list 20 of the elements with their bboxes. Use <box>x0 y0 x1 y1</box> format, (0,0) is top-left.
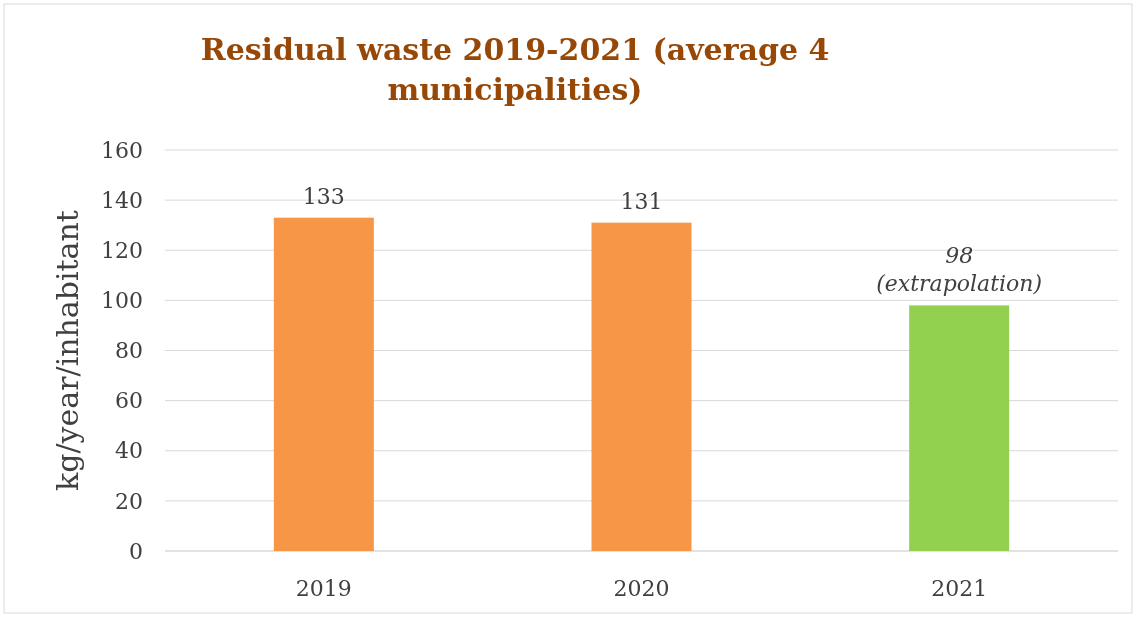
y-axis-title: kg/year/inhabitant <box>50 210 85 491</box>
y-tick-label: 160 <box>101 137 143 163</box>
y-tick-label: 140 <box>101 187 143 213</box>
bar <box>273 217 374 551</box>
x-tick-label: 2021 <box>931 576 988 601</box>
bar <box>591 222 692 551</box>
chart-title: Residual waste 2019-2021 (average 4 municipalities) <box>200 32 830 107</box>
data-label: 133 <box>302 183 345 209</box>
data-label: 131 <box>620 188 663 214</box>
y-tick-label: 60 <box>115 388 143 414</box>
y-tick-label: 80 <box>115 338 143 364</box>
y-tick-label: 120 <box>101 237 143 263</box>
y-tick-label: 0 <box>129 538 143 564</box>
x-tick-label: 2019 <box>295 576 352 601</box>
y-tick-label: 40 <box>115 438 143 464</box>
data-label: 98 (extrapolation) <box>876 243 1043 297</box>
y-tick-label: 100 <box>101 288 143 314</box>
x-tick-label: 2020 <box>613 576 670 601</box>
bar <box>909 305 1010 551</box>
y-tick-label: 20 <box>115 488 143 514</box>
